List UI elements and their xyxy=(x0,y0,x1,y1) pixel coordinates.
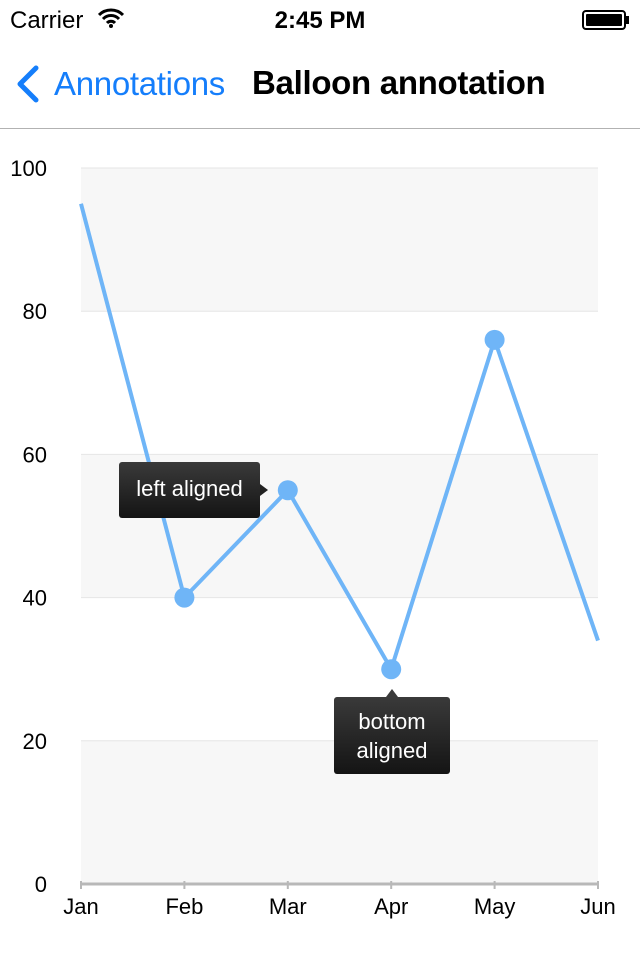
x-tick-label: Feb xyxy=(165,894,203,919)
navigation-bar: Annotations Balloon annotation xyxy=(0,40,640,129)
x-tick-label: Jun xyxy=(580,894,615,919)
data-point xyxy=(174,587,195,608)
data-point xyxy=(277,480,298,501)
back-button-label: Annotations xyxy=(54,65,225,102)
data-point xyxy=(484,329,505,350)
status-bar: Carrier 2:45 PM xyxy=(0,0,640,40)
page-title: Balloon annotation xyxy=(252,64,546,101)
y-tick-label: 100 xyxy=(10,156,47,181)
balloon-pointer xyxy=(260,484,268,496)
back-button[interactable]: Annotations xyxy=(14,62,225,106)
x-tick-label: Mar xyxy=(269,894,307,919)
x-tick-label: May xyxy=(474,894,516,919)
annotation-left-aligned: left aligned xyxy=(119,462,268,518)
battery-icon xyxy=(582,10,630,30)
y-tick-label: 60 xyxy=(23,442,47,467)
wifi-icon xyxy=(97,8,125,33)
chart-canvas: Jan Feb Mar Apr May Jun 0 20 40 60 80 100 xyxy=(10,156,615,919)
annotation-bottom-aligned: bottom aligned xyxy=(334,689,450,774)
y-tick-label: 80 xyxy=(23,299,47,324)
annotation-label: left aligned xyxy=(136,476,243,501)
y-tick-label: 0 xyxy=(35,872,47,897)
y-tick-label: 20 xyxy=(23,729,47,754)
balloon-pointer xyxy=(386,689,398,697)
x-tick-label: Apr xyxy=(374,894,408,919)
x-tick-label: Jan xyxy=(63,894,98,919)
clock: 2:45 PM xyxy=(274,7,366,34)
chevron-left-icon xyxy=(17,65,39,103)
carrier-label: Carrier xyxy=(10,7,84,34)
grid-band xyxy=(81,168,598,312)
data-point xyxy=(381,659,402,680)
line-chart: Jan Feb Mar Apr May Jun 0 20 40 60 80 100 left alig… xyxy=(0,128,640,960)
series-line xyxy=(79,203,600,675)
y-tick-label: 40 xyxy=(23,586,47,611)
annotation-label: bottom aligned xyxy=(356,709,428,763)
